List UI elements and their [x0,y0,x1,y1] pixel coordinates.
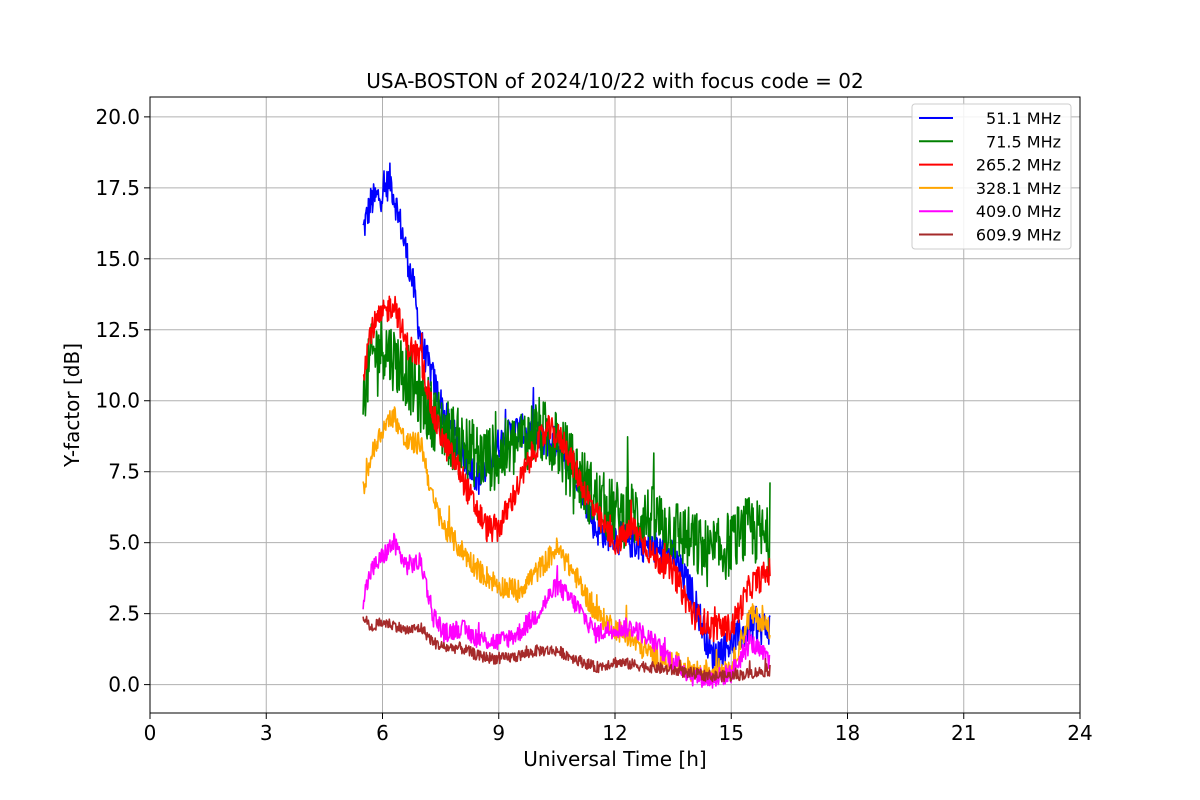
x-tick-label: 18 [835,721,860,745]
x-tick-label: 15 [719,721,744,745]
legend-label: 609.9 MHz [976,226,1061,245]
y-tick-label: 2.5 [108,602,140,626]
legend-label: 265.2 MHz [976,156,1061,175]
y-tick-label: 17.5 [95,176,140,200]
series-line-3 [362,295,771,643]
legend: 51.1 MHz 71.5 MHz 265.2 MHz 328.1 MHz 409.0 … [911,103,1072,250]
y-tick-label: 10.0 [95,389,140,413]
legend-box [911,103,1072,250]
series-group [362,162,771,689]
chart-title: USA-BOSTON of 2024/10/22 with focus code… [366,69,863,93]
y-tick-label: 12.5 [95,318,140,342]
x-tick-label: 9 [492,721,505,745]
x-tick-label: 12 [602,721,627,745]
x-tick-label: 0 [144,721,157,745]
legend-label: 409.0 MHz [976,202,1061,221]
series-line-5 [362,532,771,689]
legend-label: 71.5 MHz [986,132,1061,151]
series-line-6 [362,615,771,683]
y-tick-label: 5.0 [108,531,140,555]
y-tick-label: 20.0 [95,105,140,129]
y-tick-label: 7.5 [108,460,140,484]
x-tick-label: 6 [376,721,389,745]
x-tick-label: 3 [260,721,273,745]
y-tick-label: 0.0 [108,673,140,697]
legend-label: 51.1 MHz [986,109,1061,128]
series-line-4 [362,406,771,682]
x-tick-label: 24 [1067,721,1092,745]
x-axis-label: Universal Time [h] [523,747,706,771]
y-axis-label: Y-factor [dB] [60,343,84,468]
y-axis: 0.0 2.5 5.0 7.5 10.0 12.5 15.0 17.5 20.0 [95,105,150,697]
legend-label: 328.1 MHz [976,179,1061,198]
y-tick-label: 15.0 [95,247,140,271]
x-tick-label: 21 [951,721,976,745]
x-axis: 0 3 6 9 12 15 18 21 24 [144,713,1093,745]
